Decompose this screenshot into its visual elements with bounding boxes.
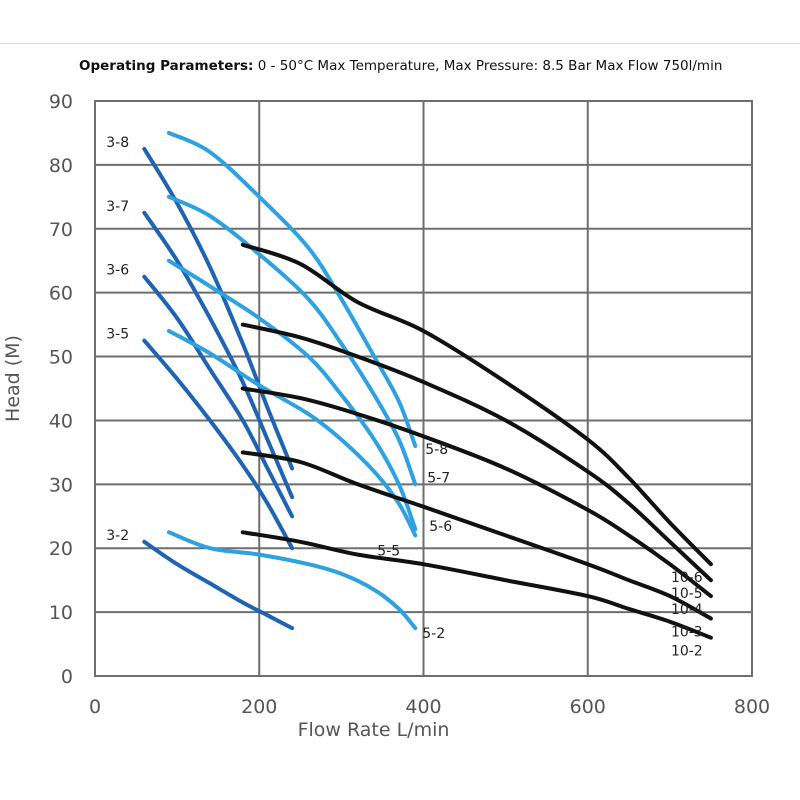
curve-10-2 [240, 530, 713, 640]
curve-label-10-5: 10-5 [671, 586, 703, 602]
curve-3-5 [142, 338, 295, 551]
y-tick-label: 20 [49, 538, 73, 560]
y-axis-title: Head (M) [2, 335, 24, 422]
curve-5-5 [166, 329, 418, 538]
x-tick-label: 800 [734, 696, 770, 718]
curve-10-5 [240, 322, 713, 583]
curve-10-6 [240, 242, 713, 567]
curve-3-6 [142, 274, 295, 519]
plot-frame [94, 100, 753, 677]
x-tick-label: 200 [241, 696, 277, 718]
curve-label-5-6: 5-6 [429, 519, 452, 535]
operating-parameters-label: Operating Parameters: [79, 58, 254, 74]
y-tick-label: 10 [49, 602, 73, 624]
curve-3-2 [142, 539, 295, 631]
y-tick-label: 0 [61, 666, 73, 688]
y-tick-label: 70 [49, 219, 73, 241]
y-tick-label: 50 [49, 347, 73, 369]
x-axis-title: Flow Rate L/min [298, 719, 450, 741]
curve-label-5-8: 5-8 [425, 442, 448, 458]
x-tick-label: 600 [570, 696, 606, 718]
curve-label-5-2: 5-2 [422, 626, 445, 642]
y-tick-label: 40 [49, 410, 73, 432]
y-tick-label: 60 [49, 283, 73, 305]
curve-label-10-3: 10-3 [671, 625, 703, 641]
curve-5-7 [166, 194, 418, 487]
curve-label-5-5: 5-5 [377, 543, 400, 559]
curve-5-6 [166, 258, 418, 532]
curve-3-8 [142, 146, 295, 471]
operating-parameters: Operating Parameters: 0 - 50°C Max Tempe… [79, 58, 722, 74]
curve-label-10-4: 10-4 [671, 602, 703, 618]
y-tick-label: 90 [49, 91, 73, 113]
curve-label-3-2: 3-2 [106, 528, 129, 544]
x-tick-label: 0 [89, 696, 101, 718]
curve-10-4 [240, 386, 713, 599]
curve-label-5-7: 5-7 [427, 470, 450, 486]
operating-parameters-text: 0 - 50°C Max Temperature, Max Pressure: … [253, 58, 723, 74]
curve-label-3-6: 3-6 [106, 263, 129, 279]
y-tick-label: 30 [49, 474, 73, 496]
curve-3-7 [142, 210, 295, 500]
curve-label-3-8: 3-8 [106, 135, 129, 151]
tick-labels: 0 10 20 30 40 50 60 70 80 90 0 200 400 600 800 [49, 91, 770, 718]
curve-label-10-6: 10-6 [671, 570, 703, 586]
curve-label-10-2: 10-2 [671, 644, 703, 660]
curve-5-8 [166, 130, 418, 448]
curve-10-3 [240, 450, 713, 621]
series-curves [142, 130, 713, 640]
header-divider [0, 43, 800, 44]
curve-label-3-7: 3-7 [106, 199, 129, 215]
y-tick-label: 80 [49, 155, 73, 177]
curve-label-3-5: 3-5 [106, 327, 129, 343]
x-tick-label: 400 [405, 696, 441, 718]
curve-5-2 [166, 530, 418, 631]
curve-labels: 3-83-73-63-53-25-85-75-65-55-210-610-510… [106, 135, 703, 660]
